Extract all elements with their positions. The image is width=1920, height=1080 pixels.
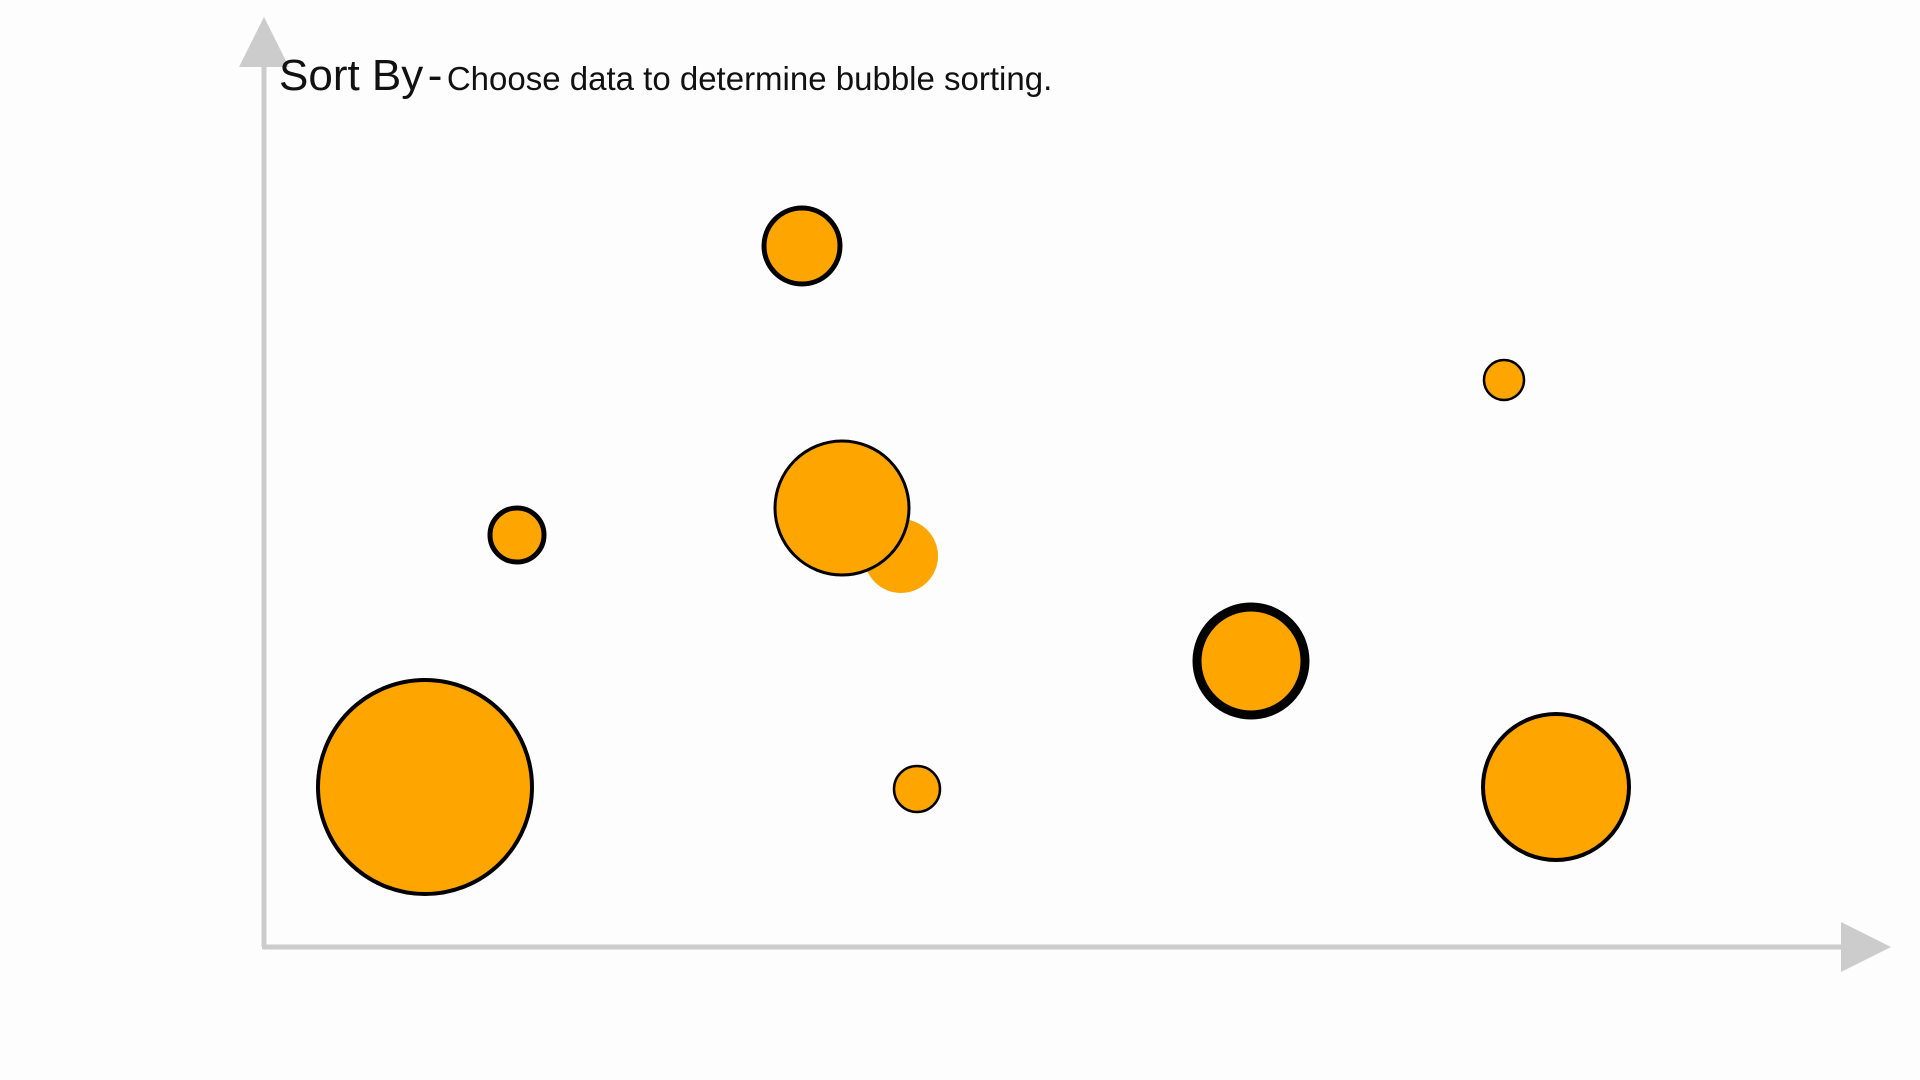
description: Choose data to determine bubble sorting. xyxy=(447,60,1052,97)
bubbles xyxy=(316,205,1631,896)
title: Sort By xyxy=(279,51,423,100)
bubble xyxy=(761,205,843,287)
bubble xyxy=(1192,602,1310,720)
bubble xyxy=(487,505,547,565)
bubble xyxy=(316,678,534,896)
bubble xyxy=(892,764,942,814)
bubble xyxy=(773,439,911,577)
header: Sort By - Choose data to determine bubbl… xyxy=(279,51,1052,100)
bubble xyxy=(1481,712,1631,862)
separator: - xyxy=(428,51,443,100)
bubble xyxy=(1482,358,1526,402)
